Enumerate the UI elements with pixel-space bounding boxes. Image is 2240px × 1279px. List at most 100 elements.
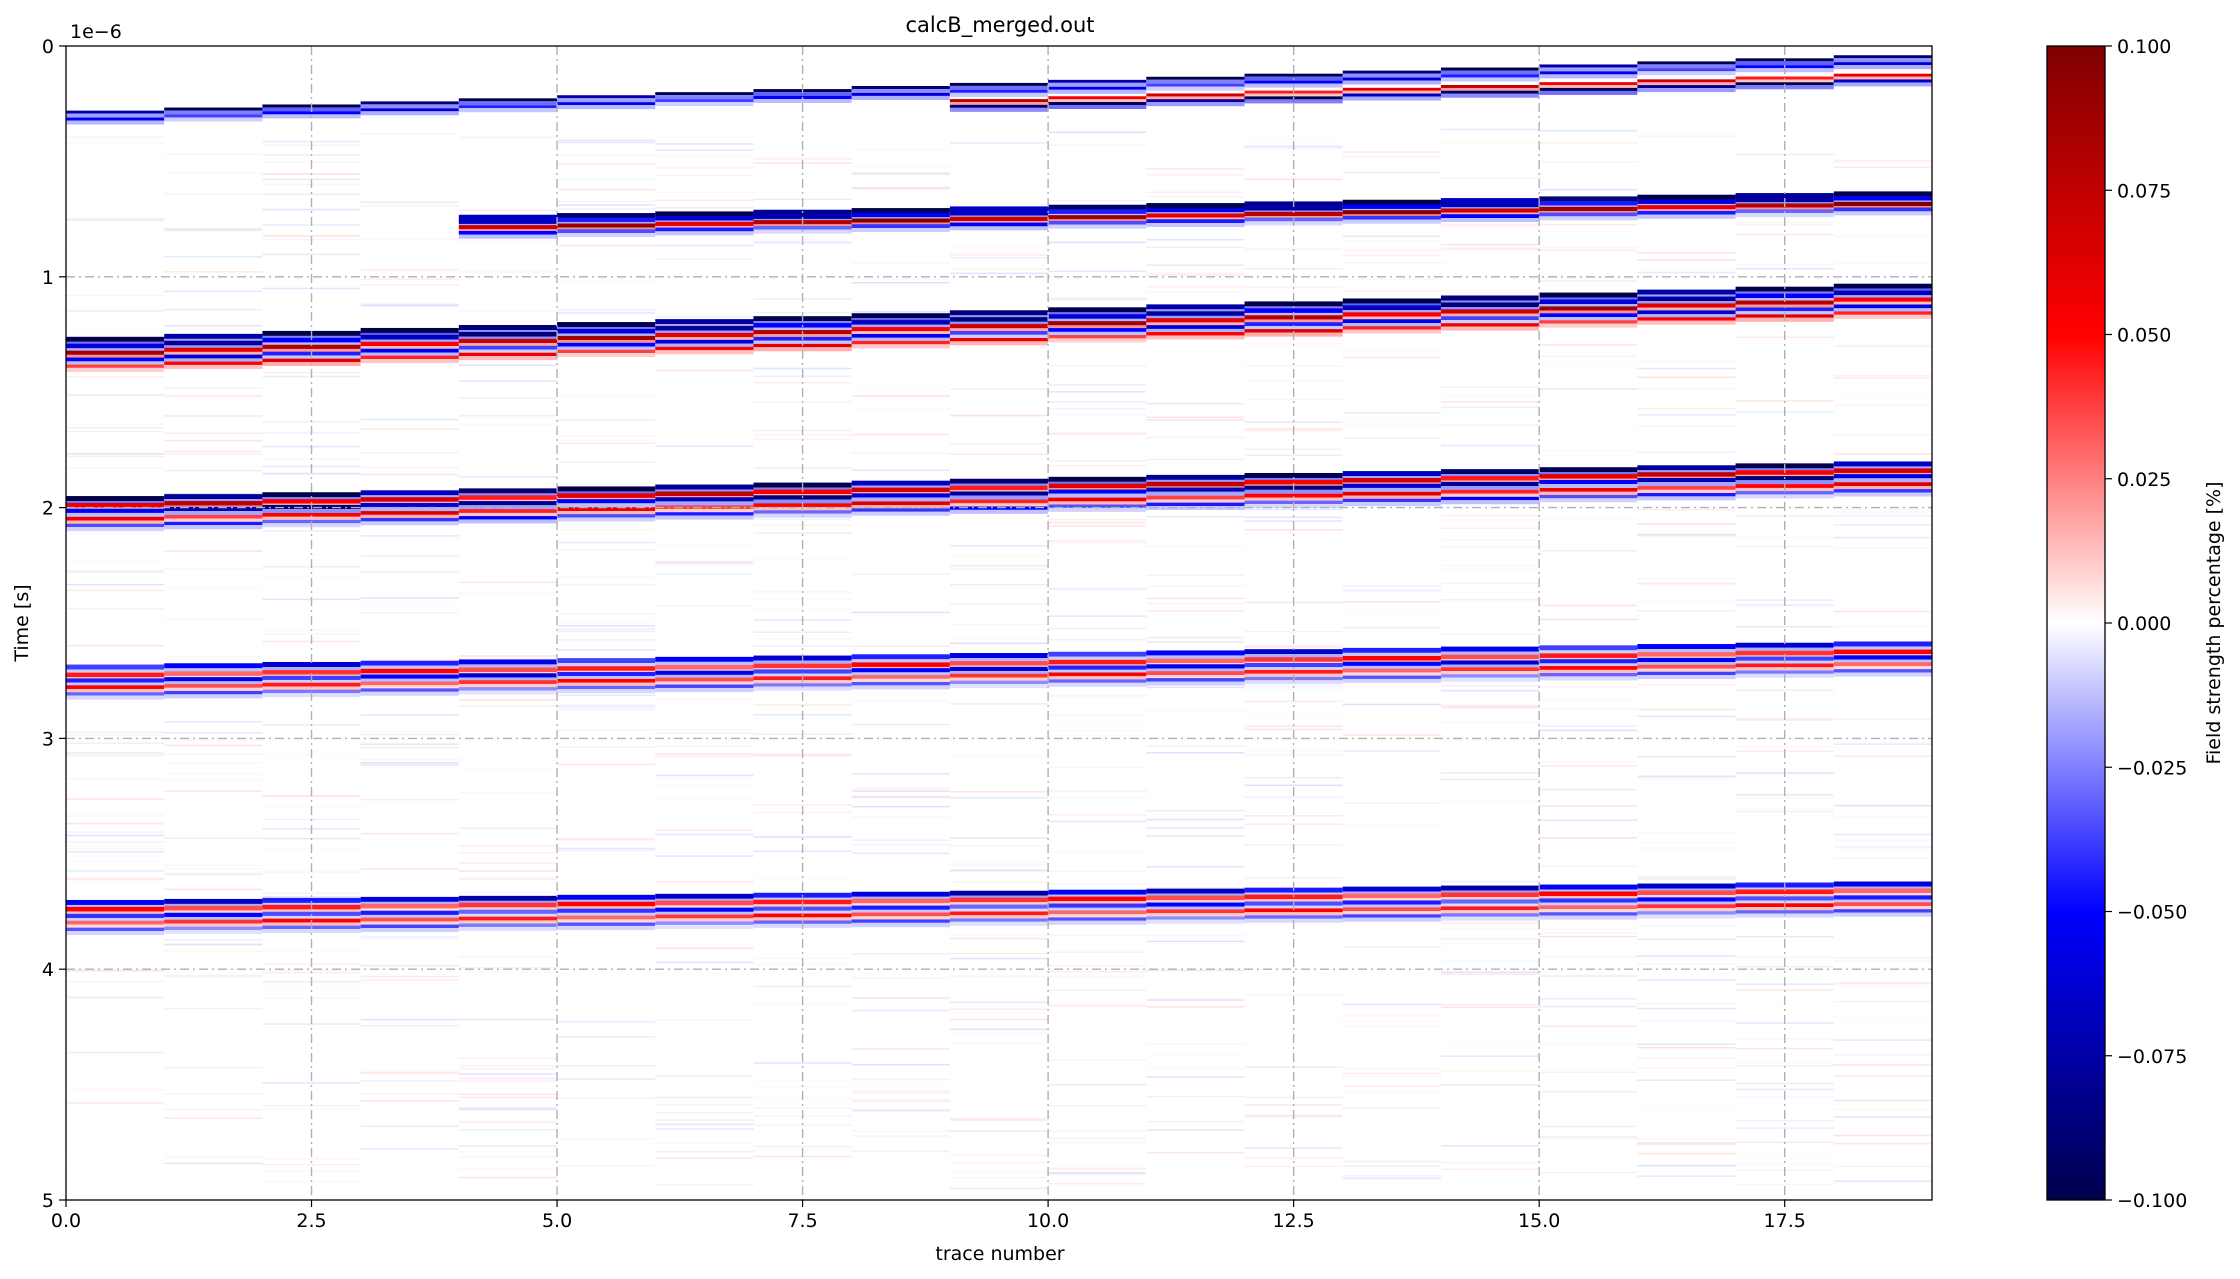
heatmap-cell	[1440, 67, 1540, 71]
heatmap-cell	[1440, 667, 1540, 672]
heatmap-cell	[458, 1145, 558, 1147]
heatmap-cell	[1637, 1019, 1736, 1022]
heatmap-cell	[949, 1161, 1049, 1164]
y-tick-label: 1	[42, 267, 54, 289]
heatmap-cell	[1440, 942, 1540, 945]
heatmap-cell	[458, 488, 558, 494]
heatmap-cell	[1342, 411, 1441, 414]
heatmap-cell	[1440, 633, 1540, 636]
heatmap-cell	[753, 99, 852, 104]
heatmap-cell	[1342, 893, 1441, 899]
heatmap-cell	[949, 1171, 1049, 1174]
heatmap-cell	[1440, 183, 1540, 185]
heatmap-cell	[1048, 766, 1147, 769]
heatmap-cell	[949, 521, 1049, 524]
heatmap-cell	[262, 1082, 361, 1084]
heatmap-cell	[1735, 1064, 1834, 1067]
heatmap-cell	[360, 979, 459, 981]
heatmap-cell	[1048, 89, 1147, 94]
heatmap-cell	[655, 798, 754, 801]
heatmap-cell	[851, 493, 950, 498]
heatmap-cell	[949, 222, 1049, 227]
heatmap-cell	[1048, 105, 1147, 110]
heatmap-cell	[1146, 940, 1245, 943]
heatmap-cell	[949, 92, 1049, 97]
heatmap-cell	[1342, 249, 1441, 251]
heatmap-cell	[655, 661, 754, 666]
heatmap-cell	[949, 495, 1049, 500]
heatmap-cell	[1735, 233, 1834, 236]
heatmap-cell	[1539, 129, 1638, 132]
heatmap-cell	[1146, 610, 1245, 612]
heatmap-cell	[1833, 196, 1932, 201]
heatmap-cell	[655, 505, 754, 510]
heatmap-cell	[1735, 797, 1834, 799]
heatmap-cell	[1146, 999, 1245, 1001]
heatmap-cell	[1637, 914, 1736, 919]
heatmap-cell	[557, 685, 656, 690]
heatmap-cell	[1146, 499, 1245, 504]
heatmap-cell	[1637, 1108, 1736, 1111]
heatmap-cell	[557, 243, 656, 246]
heatmap-cell	[1244, 649, 1343, 655]
heatmap-cell	[164, 193, 263, 195]
heatmap-cell	[458, 923, 558, 927]
heatmap-cell	[66, 752, 165, 754]
heatmap-cell	[1637, 496, 1736, 501]
heatmap-cell	[949, 918, 1049, 922]
heatmap-cell	[557, 639, 656, 641]
heatmap-cell	[1637, 679, 1736, 681]
heatmap-cell	[655, 216, 754, 221]
heatmap-cell	[458, 1018, 558, 1021]
heatmap-cell	[1637, 214, 1736, 219]
heatmap-cell	[753, 917, 852, 922]
heatmap-cell	[1440, 243, 1540, 246]
heatmap-cell	[1440, 646, 1540, 652]
heatmap-cell	[1833, 1134, 1932, 1137]
heatmap-cell	[1735, 1082, 1834, 1085]
colorbar-tick-label: −0.100	[2117, 1190, 2187, 1212]
heatmap-cell	[949, 673, 1049, 678]
heatmap-cell	[1833, 857, 1932, 859]
heatmap-cell	[1048, 1004, 1147, 1007]
heatmap-cell	[164, 395, 263, 398]
heatmap-cell	[360, 1092, 459, 1095]
heatmap-cell	[1146, 286, 1245, 288]
heatmap-cell	[557, 1020, 656, 1023]
heatmap-cell	[655, 1111, 754, 1114]
heatmap-cell	[1833, 1064, 1932, 1066]
heatmap-cell	[1048, 328, 1147, 332]
heatmap-cell	[1539, 891, 1638, 897]
heatmap-cell	[949, 1018, 1049, 1021]
heatmap-cell	[1342, 199, 1441, 205]
heatmap-cell	[557, 541, 656, 544]
heatmap-cell	[1440, 218, 1540, 223]
heatmap-cell	[655, 244, 754, 247]
heatmap-cell	[851, 662, 950, 667]
heatmap-cell	[164, 506, 263, 512]
heatmap-cell	[66, 110, 165, 114]
heatmap-cell	[1539, 216, 1638, 221]
heatmap-cell	[655, 729, 754, 731]
heatmap-cell	[1637, 1175, 1736, 1177]
heatmap-cell	[557, 576, 656, 578]
heatmap-cell	[1833, 482, 1932, 487]
heatmap-cell	[1637, 683, 1736, 686]
heatmap-cell	[949, 921, 1049, 926]
heatmap-cell	[164, 450, 263, 453]
heatmap-cell	[66, 906, 165, 912]
heatmap-cell	[1833, 58, 1932, 63]
heatmap-cell	[1637, 1007, 1736, 1010]
heatmap-cell	[66, 1051, 165, 1054]
heatmap-cell	[1440, 177, 1540, 179]
heatmap-cell	[1637, 775, 1736, 778]
heatmap-cell	[1048, 483, 1147, 489]
heatmap-cell	[1833, 641, 1932, 647]
heatmap-cell	[1342, 219, 1441, 224]
heatmap-cell	[1048, 725, 1147, 727]
heatmap-cell	[164, 153, 263, 155]
heatmap-cell	[851, 916, 950, 921]
heatmap-cell	[557, 461, 656, 463]
heatmap-cell	[66, 219, 165, 222]
heatmap-cell	[164, 910, 263, 915]
